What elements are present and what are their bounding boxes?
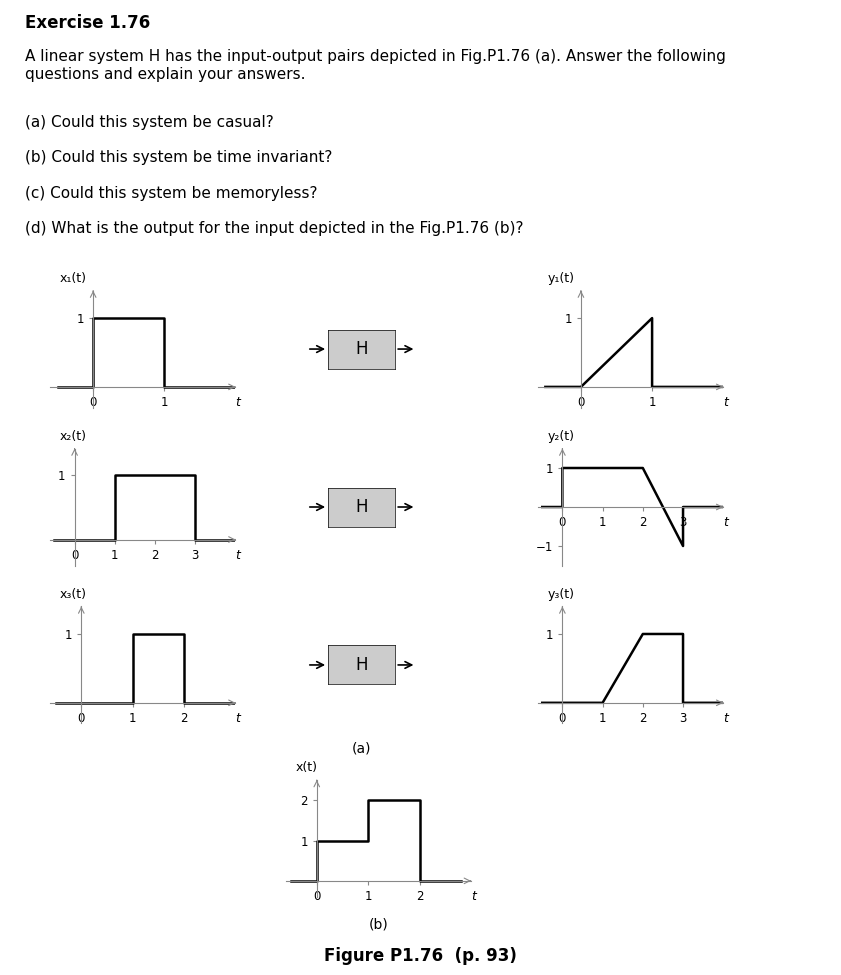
Text: Exercise 1.76: Exercise 1.76 (25, 14, 151, 31)
Text: x(t): x(t) (295, 761, 317, 774)
Text: (b): (b) (368, 917, 389, 931)
Text: H: H (356, 656, 368, 674)
Text: (b) Could this system be time invariant?: (b) Could this system be time invariant? (25, 150, 332, 165)
Text: y₁(t): y₁(t) (547, 272, 574, 285)
Text: t: t (471, 890, 476, 903)
Text: t: t (723, 517, 728, 529)
Text: A linear system H has the input-output pairs depicted in Fig.P1.76 (a). Answer t: A linear system H has the input-output p… (25, 49, 726, 82)
Text: H: H (356, 498, 368, 516)
Text: H: H (356, 340, 368, 358)
Text: y₃(t): y₃(t) (547, 588, 574, 601)
Text: (a) Could this system be casual?: (a) Could this system be casual? (25, 115, 274, 130)
Text: x₂(t): x₂(t) (60, 430, 87, 443)
Text: y₂(t): y₂(t) (547, 430, 574, 443)
Text: t: t (235, 549, 241, 562)
Text: x₁(t): x₁(t) (60, 272, 87, 285)
Text: (c) Could this system be memoryless?: (c) Could this system be memoryless? (25, 185, 318, 201)
Text: Figure P1.76  (p. 93): Figure P1.76 (p. 93) (324, 948, 517, 965)
Text: t: t (723, 712, 728, 725)
Text: t: t (235, 396, 241, 410)
Text: t: t (235, 712, 241, 725)
Text: (a): (a) (352, 742, 372, 756)
Text: t: t (723, 396, 728, 410)
Text: x₃(t): x₃(t) (60, 588, 87, 601)
Text: (d) What is the output for the input depicted in the Fig.P1.76 (b)?: (d) What is the output for the input dep… (25, 221, 524, 236)
